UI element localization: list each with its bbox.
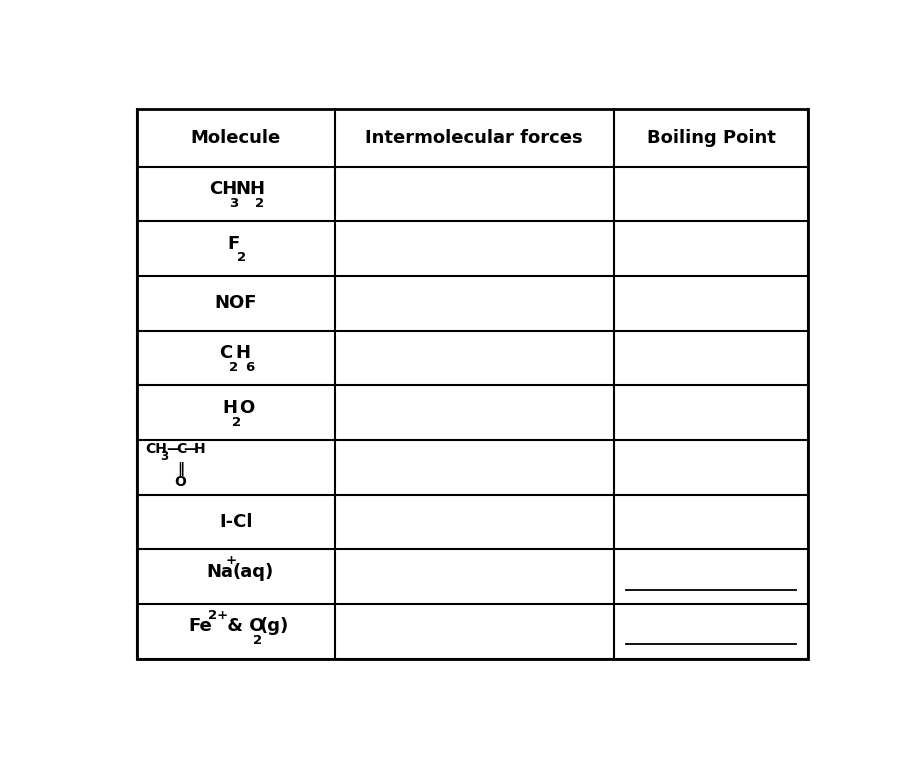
Text: H: H bbox=[194, 442, 205, 456]
Text: & O: & O bbox=[221, 617, 265, 635]
Text: C: C bbox=[176, 442, 186, 456]
Text: H: H bbox=[222, 399, 238, 416]
Text: C: C bbox=[219, 344, 232, 362]
Text: ‖: ‖ bbox=[177, 462, 183, 477]
Text: CH: CH bbox=[146, 442, 167, 456]
Text: CH: CH bbox=[209, 180, 238, 198]
Text: 2: 2 bbox=[232, 416, 242, 429]
Text: Intermolecular forces: Intermolecular forces bbox=[365, 128, 583, 147]
Text: 6: 6 bbox=[245, 361, 254, 374]
Text: —: — bbox=[183, 442, 197, 456]
Text: 3: 3 bbox=[160, 451, 169, 464]
Text: Boiling Point: Boiling Point bbox=[646, 128, 775, 147]
Text: I-Cl: I-Cl bbox=[219, 513, 253, 531]
Text: H: H bbox=[236, 344, 251, 362]
Text: Fe: Fe bbox=[189, 617, 213, 635]
Text: 2: 2 bbox=[229, 361, 238, 374]
Text: O: O bbox=[174, 475, 186, 489]
Text: Na: Na bbox=[207, 563, 233, 581]
Text: 2+: 2+ bbox=[208, 609, 229, 622]
Text: F: F bbox=[228, 235, 240, 252]
Text: 3: 3 bbox=[229, 197, 238, 210]
Text: 2: 2 bbox=[237, 252, 246, 264]
Text: Molecule: Molecule bbox=[191, 128, 281, 147]
Text: (g): (g) bbox=[260, 617, 289, 635]
Text: 2: 2 bbox=[253, 635, 262, 648]
Text: NOF: NOF bbox=[215, 294, 257, 312]
Text: 2: 2 bbox=[255, 197, 265, 210]
Text: +: + bbox=[226, 554, 237, 567]
Text: (aq): (aq) bbox=[232, 563, 273, 581]
Text: NH: NH bbox=[236, 180, 266, 198]
Text: —: — bbox=[167, 442, 181, 456]
Text: O: O bbox=[240, 399, 254, 416]
